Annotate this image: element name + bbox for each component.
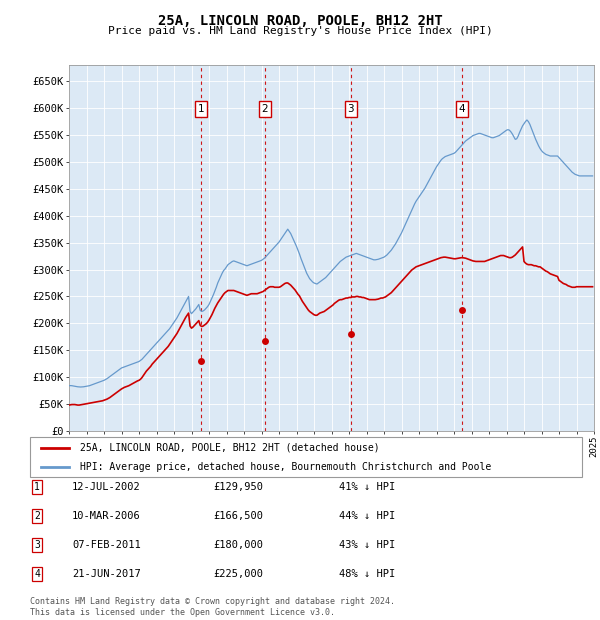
Text: 25A, LINCOLN ROAD, POOLE, BH12 2HT (detached house): 25A, LINCOLN ROAD, POOLE, BH12 2HT (deta… xyxy=(80,443,379,453)
Text: 25A, LINCOLN ROAD, POOLE, BH12 2HT: 25A, LINCOLN ROAD, POOLE, BH12 2HT xyxy=(158,14,442,28)
Text: 21-JUN-2017: 21-JUN-2017 xyxy=(72,569,141,579)
Text: 3: 3 xyxy=(347,104,354,114)
Text: 48% ↓ HPI: 48% ↓ HPI xyxy=(339,569,395,579)
Text: 2: 2 xyxy=(34,511,40,521)
Text: HPI: Average price, detached house, Bournemouth Christchurch and Poole: HPI: Average price, detached house, Bour… xyxy=(80,463,491,472)
Text: 1: 1 xyxy=(34,482,40,492)
Text: 10-MAR-2006: 10-MAR-2006 xyxy=(72,511,141,521)
Text: 1: 1 xyxy=(197,104,204,114)
Text: 3: 3 xyxy=(34,540,40,550)
Text: 44% ↓ HPI: 44% ↓ HPI xyxy=(339,511,395,521)
Text: Price paid vs. HM Land Registry's House Price Index (HPI): Price paid vs. HM Land Registry's House … xyxy=(107,26,493,36)
Text: 12-JUL-2002: 12-JUL-2002 xyxy=(72,482,141,492)
Text: 07-FEB-2011: 07-FEB-2011 xyxy=(72,540,141,550)
Text: 43% ↓ HPI: 43% ↓ HPI xyxy=(339,540,395,550)
Text: £225,000: £225,000 xyxy=(213,569,263,579)
Text: £180,000: £180,000 xyxy=(213,540,263,550)
Text: Contains HM Land Registry data © Crown copyright and database right 2024.
This d: Contains HM Land Registry data © Crown c… xyxy=(30,598,395,617)
Text: 4: 4 xyxy=(34,569,40,579)
Text: £129,950: £129,950 xyxy=(213,482,263,492)
Text: 41% ↓ HPI: 41% ↓ HPI xyxy=(339,482,395,492)
Text: £166,500: £166,500 xyxy=(213,511,263,521)
Text: 4: 4 xyxy=(459,104,466,114)
Text: 2: 2 xyxy=(262,104,268,114)
